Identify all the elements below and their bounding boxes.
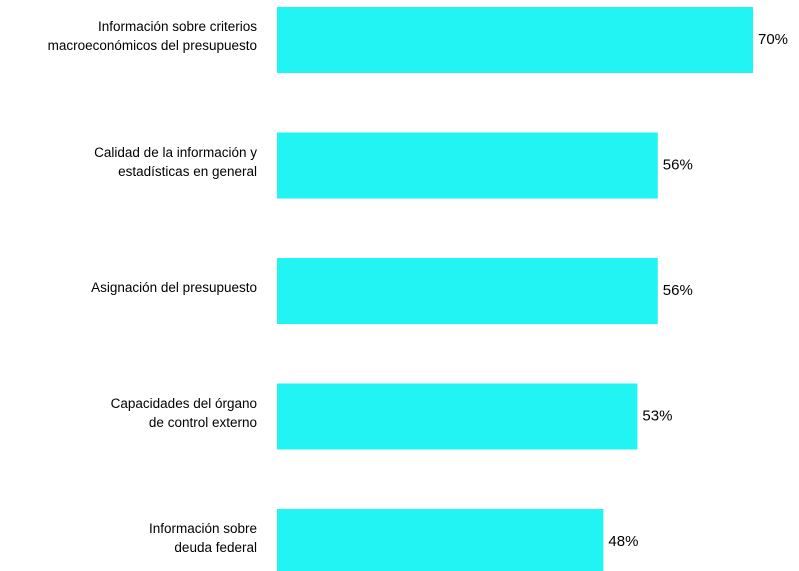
category-label: Información sobre deuda federal xyxy=(148,521,257,555)
value-label: 70% xyxy=(758,31,788,48)
value-label: 53% xyxy=(642,407,672,424)
category-label: Asignación del presupuesto xyxy=(91,279,257,295)
category-label: Calidad de la información y estadísticas… xyxy=(94,144,257,179)
bar xyxy=(277,132,658,199)
value-label: 48% xyxy=(608,533,638,550)
category-label: Información sobre criterios macroeconómi… xyxy=(47,19,257,53)
bar xyxy=(277,7,753,73)
bar xyxy=(277,509,604,571)
bar xyxy=(277,258,658,324)
value-label: 56% xyxy=(663,282,693,299)
value-label: 56% xyxy=(663,156,693,173)
category-label: Capacidades del órgano de control extern… xyxy=(110,395,257,430)
bar xyxy=(277,383,638,450)
